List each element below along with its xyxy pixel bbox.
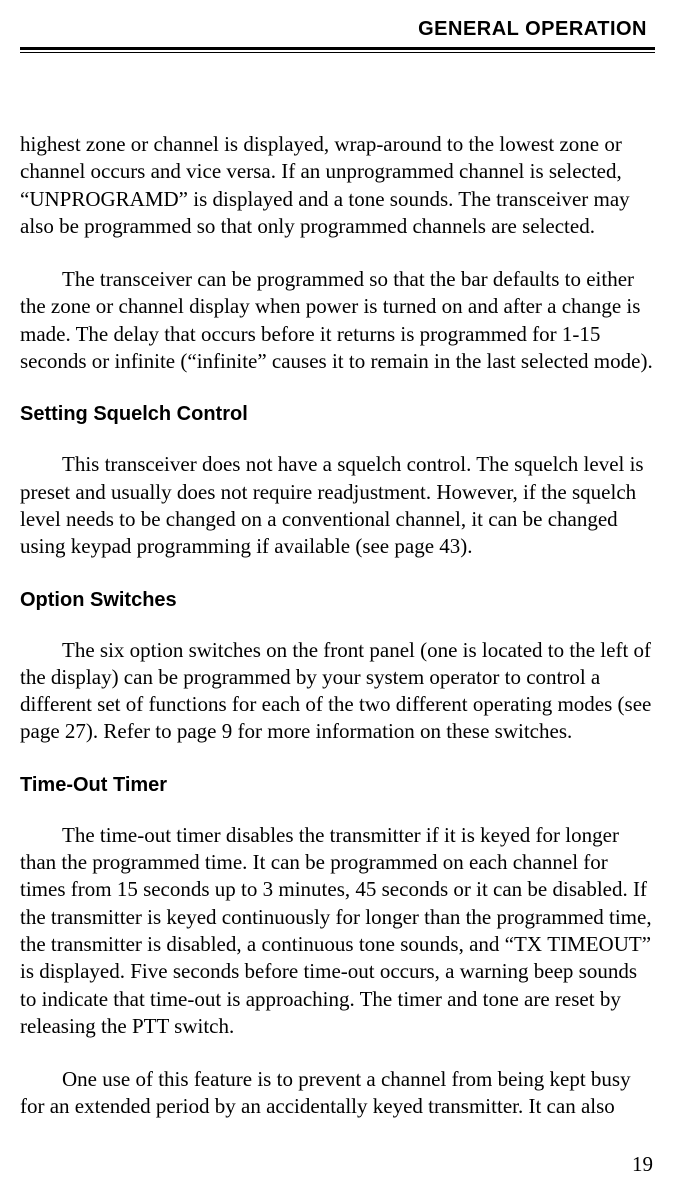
header-rule-thin	[20, 52, 655, 53]
paragraph: The time-out timer disables the transmit…	[20, 822, 655, 1040]
header-rule-thick	[20, 47, 655, 50]
heading-option-switches: Option Switches	[20, 587, 655, 613]
paragraph: One use of this feature is to prevent a …	[20, 1066, 655, 1121]
paragraph: The six option switches on the front pan…	[20, 637, 655, 746]
para-text: The six option switches on the front pan…	[20, 638, 651, 744]
para-text: The transceiver can be programmed so tha…	[20, 267, 653, 373]
para-text: One use of this feature is to prevent a …	[20, 1067, 631, 1118]
page-number: 19	[632, 1152, 653, 1177]
body-text: highest zone or channel is displayed, wr…	[20, 131, 655, 1121]
running-head: GENERAL OPERATION	[20, 0, 655, 47]
para-text: highest zone or channel is displayed, wr…	[20, 132, 630, 238]
para-text: This transceiver does not have a squelch…	[20, 452, 644, 558]
paragraph: highest zone or channel is displayed, wr…	[20, 131, 655, 240]
heading-timeout-timer: Time-Out Timer	[20, 772, 655, 798]
heading-squelch: Setting Squelch Control	[20, 401, 655, 427]
para-text: The time-out timer disables the transmit…	[20, 823, 652, 1038]
paragraph: The transceiver can be programmed so tha…	[20, 266, 655, 375]
paragraph: This transceiver does not have a squelch…	[20, 451, 655, 560]
